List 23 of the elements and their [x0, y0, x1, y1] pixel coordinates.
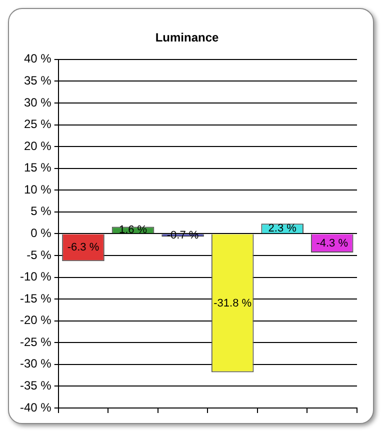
data-label: 1.6 % [118, 224, 148, 236]
y-tick-label: 5 % [30, 204, 52, 218]
y-tick-label: -25 % [20, 334, 52, 349]
data-label: -4.3 % [316, 237, 348, 250]
y-tick-label: 15 % [24, 160, 52, 175]
y-tick-label: -20 % [20, 313, 52, 328]
y-tick-label: 0 % [30, 226, 52, 240]
y-tick-label: 35 % [24, 74, 52, 88]
y-tick-label: 20 % [24, 138, 52, 153]
y-tick-label: -30 % [20, 356, 52, 371]
y-tick-label: -15 % [20, 291, 52, 306]
y-tick-label: 40 % [24, 52, 52, 66]
y-tick-label: -35 % [20, 378, 52, 393]
y-tick-label: 10 % [24, 182, 52, 196]
data-label: -6.3 % [67, 242, 100, 254]
chart-title: Luminance [155, 30, 219, 45]
y-tick-label: 30 % [24, 95, 52, 110]
y-tick-label: -10 % [20, 270, 52, 284]
data-label: -31.8 % [214, 297, 252, 310]
y-tick-label: -40 % [20, 400, 52, 414]
y-tick-label: -5 % [26, 248, 52, 262]
data-label: 2.3 % [268, 222, 297, 234]
y-tick-label: 25 % [24, 117, 52, 132]
